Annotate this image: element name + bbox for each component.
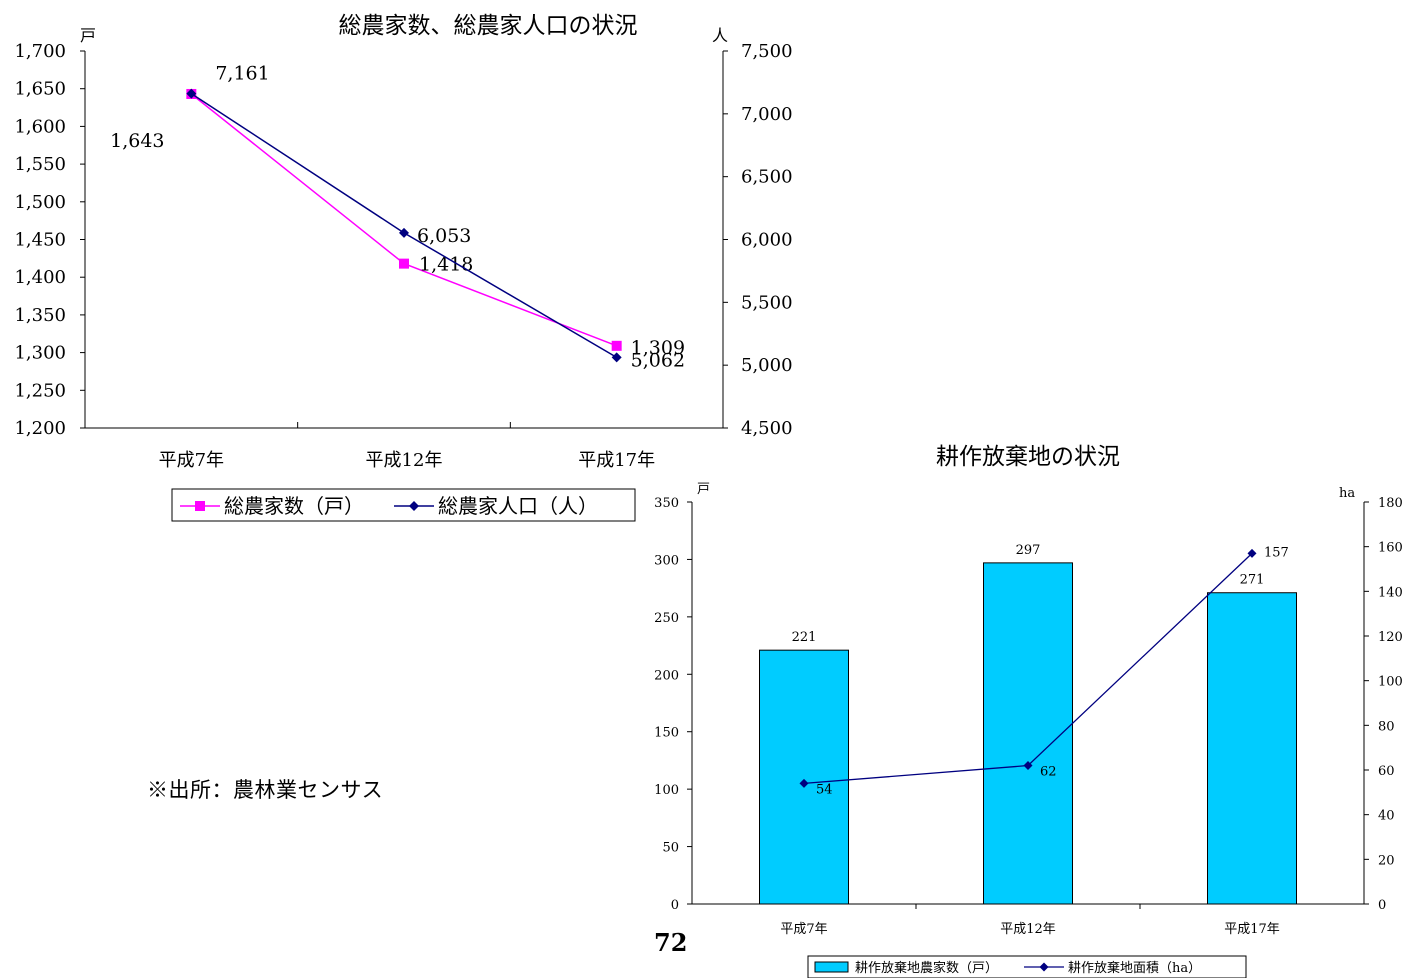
chart1-left-tick-label: 1,300 <box>14 343 66 364</box>
chart2-left-tick-label: 50 <box>662 841 679 856</box>
chart2-right-tick-label: 140 <box>1378 585 1403 600</box>
chart2-legend-label-1: 耕作放棄地農家数（戸） <box>855 960 998 976</box>
chart2-left-tick-label: 350 <box>654 496 679 511</box>
chart2-bar-label: 271 <box>1240 573 1265 588</box>
chart2-left-tick-label: 0 <box>671 898 679 913</box>
source-note: ※出所：農林業センサス <box>147 778 384 802</box>
chart1-right-tick-label: 7,500 <box>741 41 793 62</box>
chart2-line-label: 62 <box>1040 765 1057 780</box>
chart2-right-tick-label: 0 <box>1378 898 1386 913</box>
chart1-data-label: 7,161 <box>215 63 269 85</box>
chart1-legend-marker-2 <box>409 501 419 511</box>
chart2-right-tick-label: 120 <box>1378 630 1403 645</box>
chart2-right-tick-label: 20 <box>1378 853 1395 868</box>
chart2-x-tick-label: 平成7年 <box>780 922 827 937</box>
chart1-point-diamond <box>186 88 197 99</box>
chart1-right-tick-label: 7,000 <box>741 104 793 125</box>
chart1-x-tick-label: 平成12年 <box>366 450 443 471</box>
chart2-bar-label: 221 <box>792 630 817 645</box>
chart2-x-tick-label: 平成17年 <box>1224 922 1280 937</box>
chart1-right-tick-label: 5,500 <box>741 292 793 313</box>
chart2-bar <box>759 649 849 905</box>
chart2-left-unit: 戸 <box>697 482 710 497</box>
chart2-right-tick-label: 180 <box>1378 496 1403 511</box>
chart1-legend-box <box>171 488 636 522</box>
chart1-left-tick-label: 1,500 <box>14 192 66 213</box>
chart1-right-tick-label: 4,500 <box>741 418 793 439</box>
chart1-right-tick-label: 6,000 <box>741 230 793 251</box>
chart1-x-tick-label: 平成7年 <box>159 450 224 471</box>
chart2-legend-marker-2 <box>1039 962 1049 972</box>
chart1-data-label: 1,643 <box>110 130 164 152</box>
chart1-left-tick-label: 1,350 <box>14 305 66 326</box>
chart1-data-label: 6,053 <box>417 225 471 247</box>
chart2-right-tick-label: 160 <box>1378 541 1403 556</box>
chart1-point-diamond <box>399 227 409 238</box>
chart2-bar <box>983 562 1073 905</box>
chart2-left-tick-label: 100 <box>654 783 679 798</box>
page-number: 72 <box>654 928 688 957</box>
chart2-left-tick-label: 300 <box>654 553 679 568</box>
chart1-legend-marker-1 <box>195 501 205 511</box>
chart1-left-tick-label: 1,700 <box>14 41 66 62</box>
chart1-series-line-1 <box>190 93 617 347</box>
chart1-left-tick-label: 1,400 <box>14 267 66 288</box>
chart2-right-tick-label: 80 <box>1378 719 1395 734</box>
chart2-point-diamond <box>799 778 809 788</box>
chart2-legend-label-2: 耕作放棄地面積（ha） <box>1068 960 1201 976</box>
chart1-point-square <box>611 340 622 351</box>
chart2-legend-marker-1 <box>814 961 849 973</box>
chart2-left-tick-label: 200 <box>654 668 679 683</box>
chart2-left-tick-label: 150 <box>654 726 679 741</box>
chart1-data-label: 1,418 <box>419 254 473 276</box>
chart1-legend-label-2: 総農家人口（人） <box>438 494 598 518</box>
chart2-left-tick-label: 250 <box>654 611 679 626</box>
chart2-point-diamond <box>1247 548 1257 558</box>
chart1-right-tick-label: 6,500 <box>741 167 793 188</box>
chart1-right-unit: 人 <box>712 26 728 45</box>
chart1-point-diamond <box>611 352 622 363</box>
chart1-left-tick-label: 1,450 <box>14 230 66 251</box>
chart2-right-tick-label: 100 <box>1378 675 1403 690</box>
chart1-data-label: 5,062 <box>631 349 685 371</box>
chart2-right-unit: ha <box>1339 486 1355 501</box>
chart1-title: 総農家数、総農家人口の状況 <box>339 13 638 39</box>
chart2-bar-label: 297 <box>1016 543 1041 558</box>
chart2-right-tick-label: 60 <box>1378 764 1395 779</box>
chart1-left-tick-label: 1,650 <box>14 79 66 100</box>
chart1-left-tick-label: 1,250 <box>14 380 66 401</box>
chart1-left-tick-label: 1,200 <box>14 418 66 439</box>
chart2-right-tick-label: 40 <box>1378 809 1395 824</box>
chart1-right-tick-label: 5,000 <box>741 355 793 376</box>
chart2-point-diamond <box>1023 761 1033 771</box>
chart2-line-label: 157 <box>1264 545 1289 560</box>
chart1-left-tick-label: 1,600 <box>14 116 66 137</box>
chart2-line-label: 54 <box>816 782 833 797</box>
chart1-left-unit: 戸 <box>80 26 96 45</box>
chart1-left-tick-label: 1,550 <box>14 154 66 175</box>
chart1-series-line-2 <box>190 92 618 359</box>
chart1-legend-label-1: 総農家数（戸） <box>224 494 364 518</box>
chart1-x-tick-label: 平成17年 <box>578 450 655 471</box>
chart2-title: 耕作放棄地の状況 <box>936 444 1120 470</box>
chart1-data-label: 1,309 <box>631 337 685 359</box>
chart2-x-tick-label: 平成12年 <box>1000 922 1056 937</box>
chart1-point-square <box>399 258 409 269</box>
chart2-bar <box>1207 592 1297 905</box>
